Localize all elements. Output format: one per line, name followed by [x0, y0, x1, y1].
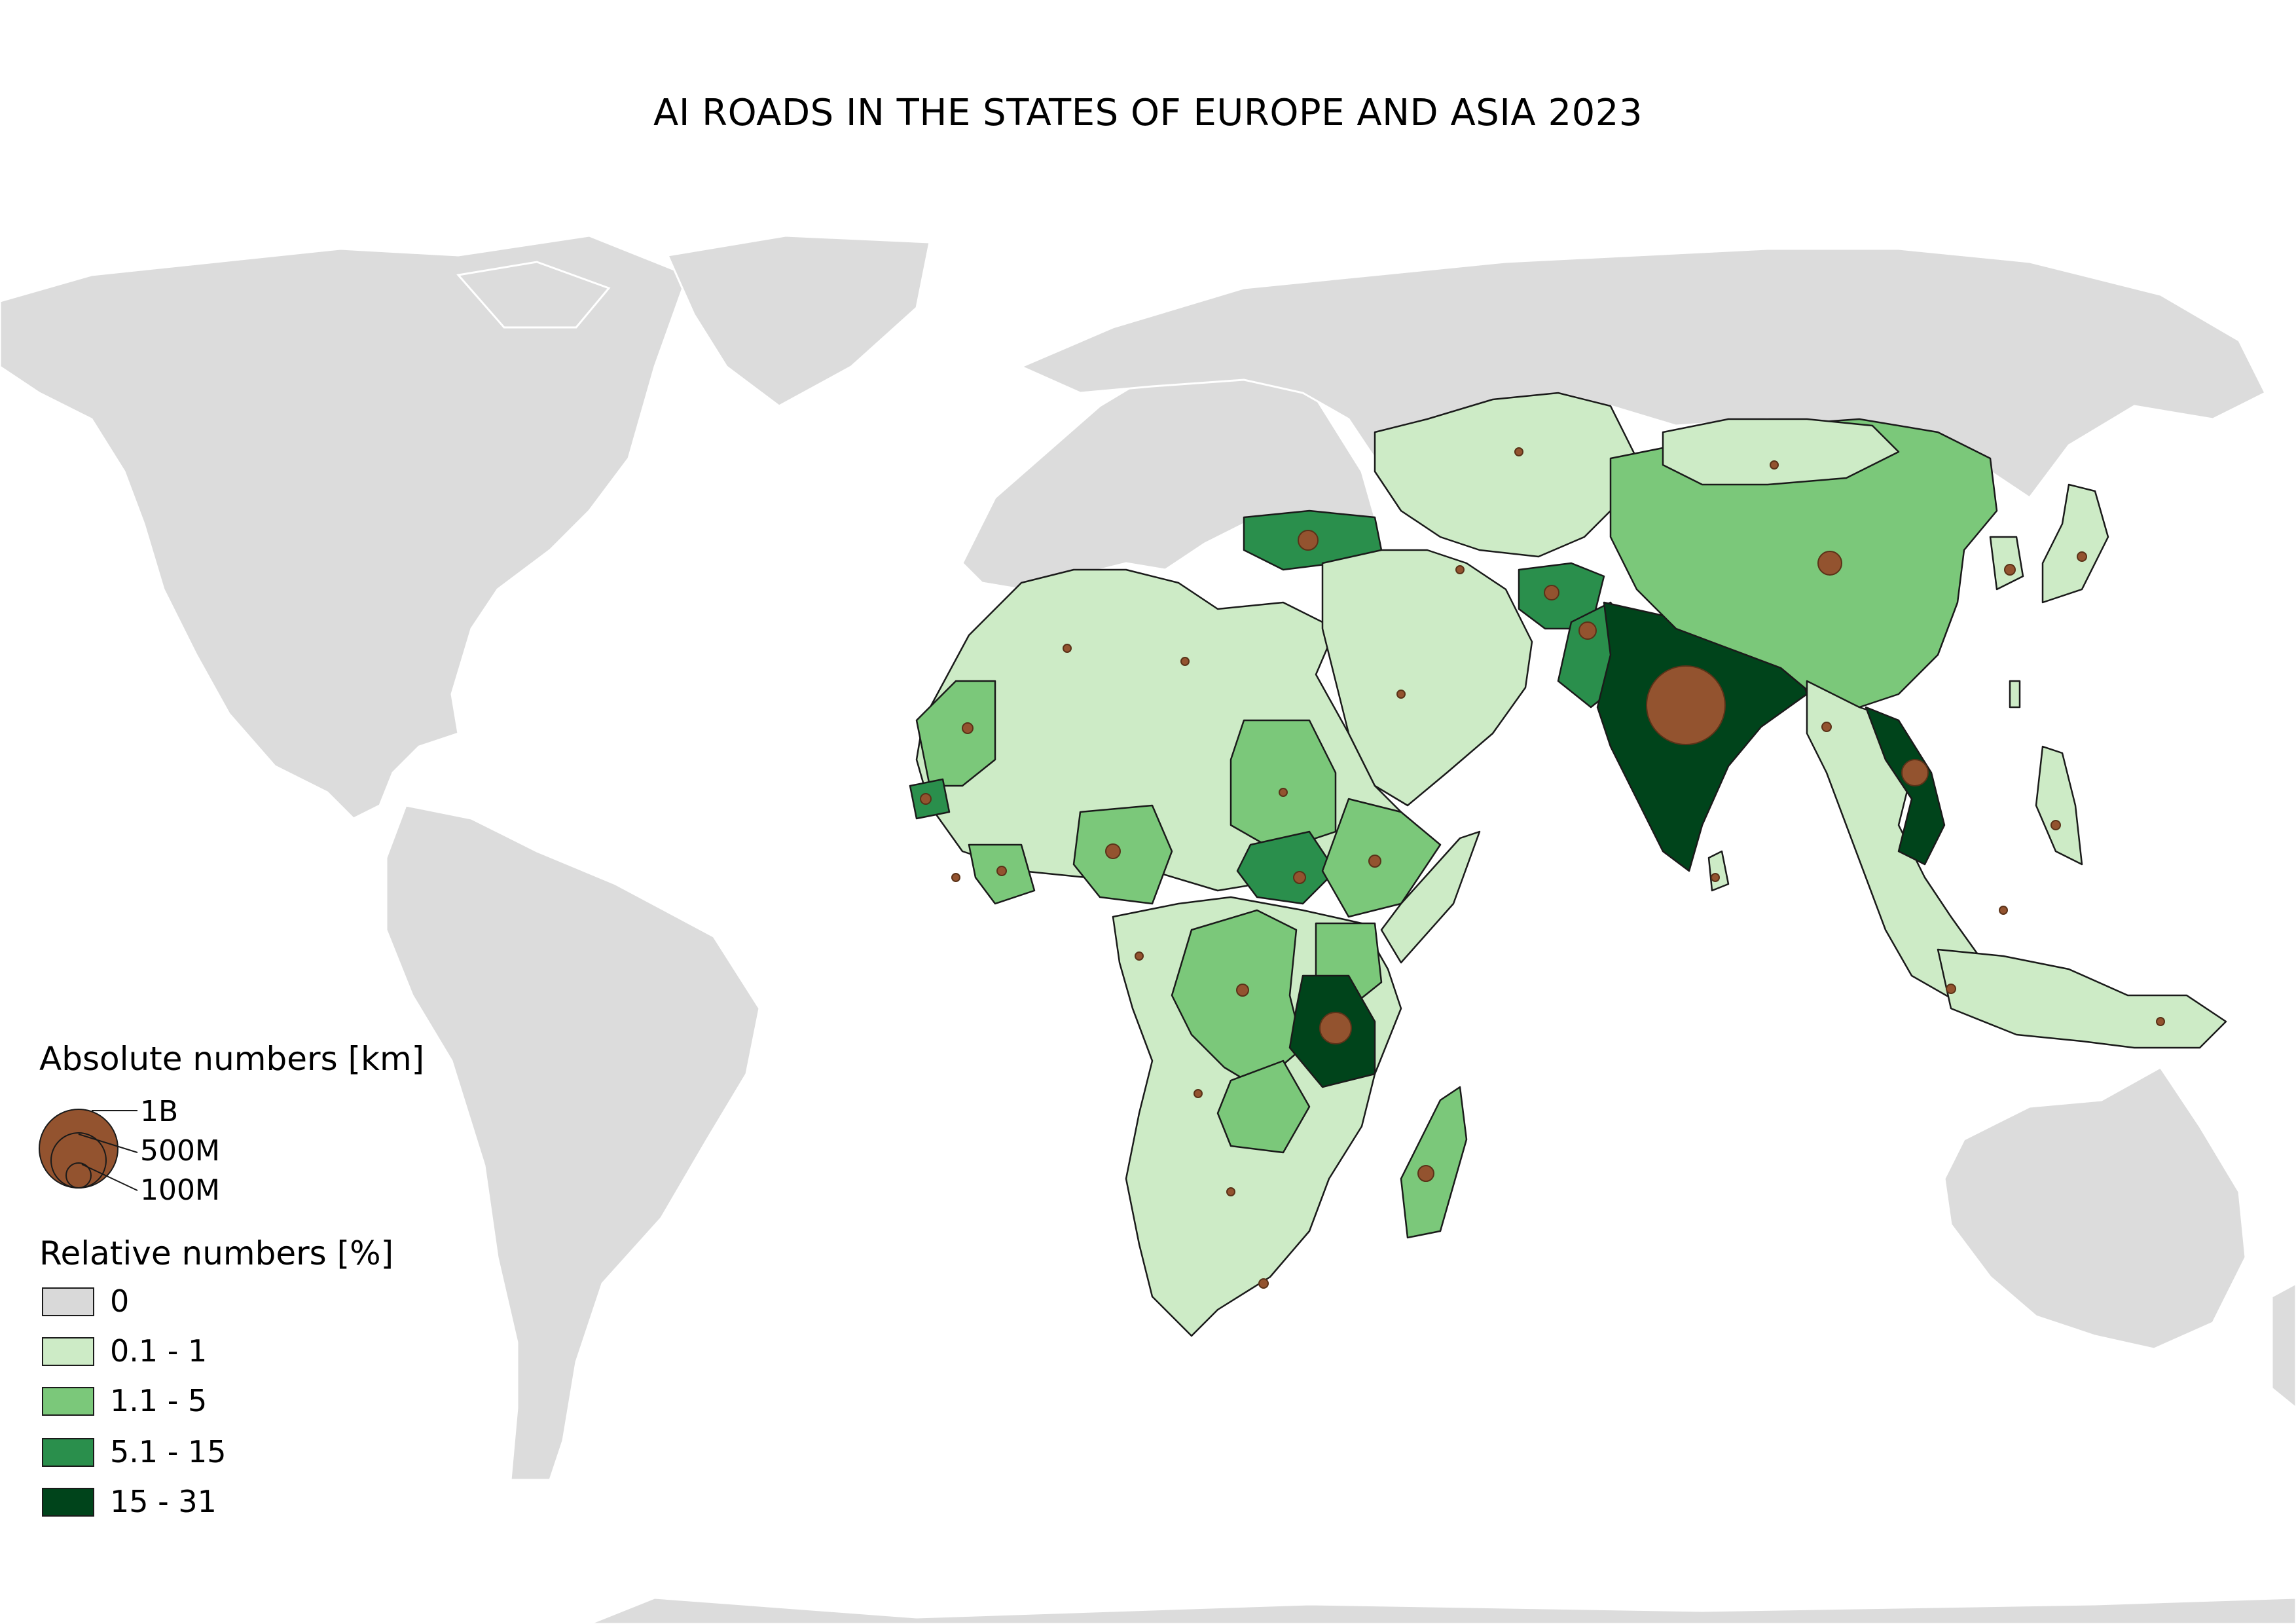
legend-swatch-1 — [42, 1337, 94, 1366]
bubbles — [920, 447, 2165, 1289]
size-legend-circles — [39, 1109, 138, 1191]
map-title: AI ROADS IN THE STATES OF EUROPE AND ASI… — [653, 92, 1643, 134]
bubble-generic — [1999, 906, 2008, 915]
legend-label-1: 0.1 - 1 — [110, 1333, 208, 1369]
indonesia-islands — [1937, 948, 2227, 1049]
legend-label-2: 1.1 - 5 — [110, 1383, 208, 1418]
size-label-100m: 100M — [140, 1173, 220, 1207]
bubble-generic — [2004, 564, 2016, 576]
bubble-south-sudan — [1293, 871, 1306, 884]
somalia — [1380, 830, 1481, 964]
bubble-generic — [951, 873, 960, 882]
south-sudan — [1236, 830, 1337, 905]
mongolia — [1662, 418, 1900, 486]
philippines — [2035, 745, 2083, 866]
size-legend-leader-100m — [81, 1164, 138, 1191]
bubble-afghanistan — [1544, 585, 1559, 600]
size-label-500m: 500M — [140, 1134, 220, 1168]
legend-label-3: 5.1 - 15 — [110, 1434, 227, 1469]
legend-label-4: 15 - 31 — [110, 1484, 217, 1519]
bubble-generic — [1226, 1187, 1235, 1196]
bubble-generic — [1194, 1089, 1203, 1098]
bubble-generic — [996, 866, 1007, 876]
bubble-generic — [2156, 1017, 2165, 1026]
size-label-1b: 1B — [140, 1095, 179, 1128]
north-america-landmass — [0, 234, 689, 820]
bubble-senegal — [920, 793, 932, 805]
region-middle-east — [1321, 549, 1533, 807]
bubble-tanzania — [1319, 1012, 1352, 1044]
vietnam — [1865, 706, 1946, 866]
legend-label-0: 0 — [110, 1283, 130, 1319]
greenland-landmass — [666, 234, 931, 407]
no-data-land — [0, 234, 2296, 1624]
new-zealand-landmass — [2270, 1282, 2296, 1409]
bubble-china — [1817, 551, 1842, 576]
zambia-malawi — [1216, 1060, 1311, 1154]
bubble-generic — [1180, 657, 1190, 666]
bubble-generic — [1514, 447, 1523, 456]
china — [1609, 418, 1998, 709]
data-countries — [909, 392, 2227, 1337]
size-legend-leader-500m — [78, 1134, 138, 1153]
antarctica-edge — [589, 1596, 2296, 1624]
bubble-generic — [1455, 565, 1465, 574]
bubble-generic — [1258, 1278, 1269, 1289]
mauritania — [915, 680, 996, 787]
legend-swatch-3 — [42, 1438, 94, 1467]
region-central-asia — [1374, 392, 1638, 558]
bubble-turkey — [1298, 530, 1319, 551]
bubble-madagascar — [1417, 1165, 1434, 1182]
south-america-landmass — [385, 804, 761, 1481]
bubble-generic — [1063, 644, 1072, 653]
canadian-islands — [456, 261, 611, 329]
sri-lanka — [1707, 850, 1730, 892]
bubble-generic — [1946, 984, 1956, 994]
bubble-generic — [1711, 873, 1720, 882]
bubble-nigeria — [1105, 843, 1121, 859]
legend-swatch-2 — [42, 1387, 94, 1416]
size-legend-circle-100m — [65, 1162, 92, 1189]
bubble-mauritania — [962, 722, 974, 734]
bubble-generic — [2050, 820, 2061, 830]
bubble-generic — [2077, 551, 2087, 562]
madagascar — [1400, 1086, 1468, 1239]
bubble-generic — [1135, 951, 1144, 961]
bubble-generic — [1279, 788, 1288, 797]
bubble-pakistan — [1578, 621, 1597, 640]
bubble-generic — [1821, 722, 1832, 732]
taiwan — [2009, 680, 2021, 709]
bubble-ethiopia — [1368, 855, 1381, 868]
bubble-drc — [1236, 984, 1249, 997]
sudan — [1230, 719, 1337, 853]
bubble-generic — [1770, 460, 1779, 470]
australia-landmass — [1943, 1066, 2247, 1350]
japan — [2041, 483, 2109, 604]
absolute-legend-heading: Absolute numbers [km] — [39, 1040, 425, 1078]
bubble-vietnam — [1901, 759, 1929, 786]
legend-swatch-4 — [42, 1488, 94, 1517]
korea — [1989, 536, 2024, 591]
relative-legend-heading: Relative numbers [%] — [39, 1234, 394, 1272]
bubble-india — [1646, 665, 1726, 745]
nigeria — [1072, 804, 1173, 905]
bubble-generic — [1396, 690, 1406, 699]
legend-swatch-0 — [42, 1287, 94, 1316]
